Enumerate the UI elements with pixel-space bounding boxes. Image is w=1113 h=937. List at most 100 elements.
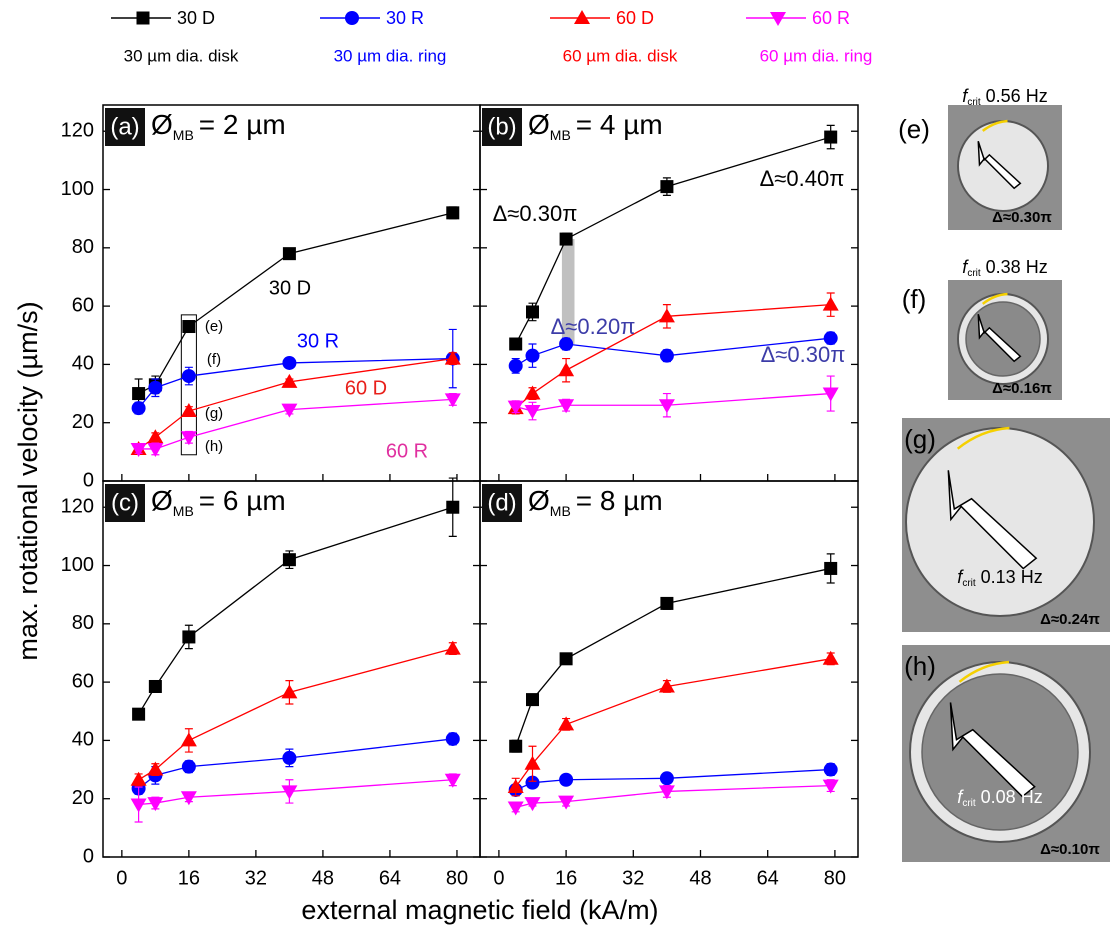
marker xyxy=(149,680,162,693)
annotation: 60 D xyxy=(345,377,387,399)
marker xyxy=(137,12,150,25)
marker xyxy=(660,771,674,785)
annotation: (e) xyxy=(205,318,223,335)
panel-title: ØMB = 2 µm xyxy=(151,109,286,142)
inset-delta: Δ≈0.24π xyxy=(1040,611,1100,628)
marker xyxy=(509,338,522,351)
marker xyxy=(824,562,837,575)
marker xyxy=(182,760,196,774)
panel-title-symbol: Ø xyxy=(528,109,550,140)
y-tick-label: 100 xyxy=(61,554,94,576)
marker xyxy=(560,233,573,246)
legend-description: 60 µm dia. ring xyxy=(760,46,873,65)
inset-label: (e) xyxy=(898,114,930,144)
marker xyxy=(559,337,573,351)
marker xyxy=(660,597,673,610)
y-tick-label: 20 xyxy=(72,411,94,433)
marker xyxy=(147,443,163,457)
legend-label: 60 R xyxy=(812,8,850,28)
marker xyxy=(181,732,197,746)
panel-title-subscript: MB xyxy=(173,127,194,143)
annotation: (f) xyxy=(207,351,221,368)
panel-title-symbol: Ø xyxy=(151,109,173,140)
marker xyxy=(182,630,195,643)
x-tick-label: 32 xyxy=(245,867,267,889)
inset-frequency-value: 0.08 Hz xyxy=(981,787,1043,807)
marker xyxy=(148,381,162,395)
y-tick-label: 40 xyxy=(72,353,94,375)
marker xyxy=(660,349,674,363)
marker xyxy=(508,801,524,815)
inset-frequency: fcrit0.38 Hz xyxy=(962,257,1047,279)
inset-label: (g) xyxy=(904,424,936,454)
legend-description: 60 µm dia. disk xyxy=(563,46,678,65)
panel-label: (a) xyxy=(110,113,139,140)
marker xyxy=(147,762,163,776)
panel-title-subscript: MB xyxy=(550,127,571,143)
marker xyxy=(526,305,539,318)
inset-frequency-value: 0.13 Hz xyxy=(981,567,1043,587)
marker xyxy=(182,369,196,383)
marker xyxy=(446,206,459,219)
legend-label: 30 R xyxy=(386,8,424,28)
panel-title: ØMB= 8 µm xyxy=(528,485,663,518)
panel-title-symbol: Ø xyxy=(151,485,173,516)
marker xyxy=(660,180,673,193)
legend-description: 30 µm dia. ring xyxy=(334,46,447,65)
panel-title-symbol: Ø xyxy=(528,485,550,516)
annotation: 30 R xyxy=(297,330,339,352)
marker xyxy=(509,740,522,753)
annotation: Δ≈0.30π xyxy=(761,342,846,367)
marker xyxy=(181,431,197,445)
page: max. rotational velocity (µm/s) external… xyxy=(0,0,1113,937)
x-tick-label: 80 xyxy=(824,867,846,889)
marker xyxy=(132,387,145,400)
x-tick-label: 48 xyxy=(312,867,334,889)
marker xyxy=(345,11,359,25)
x-tick-label: 80 xyxy=(446,867,468,889)
marker xyxy=(446,501,459,514)
panel-title-rest: = 8 µm xyxy=(576,485,663,516)
marker xyxy=(823,651,839,665)
marker xyxy=(560,652,573,665)
marker xyxy=(558,362,574,376)
x-tick-label: 48 xyxy=(689,867,711,889)
marker xyxy=(182,320,195,333)
particle xyxy=(906,428,1094,616)
annotation: Δ≈0.30π xyxy=(493,201,578,226)
panel-title-rest: = 2 µm xyxy=(199,109,286,140)
inset-frequency-subscript: crit xyxy=(962,578,976,589)
particle xyxy=(958,121,1048,211)
marker xyxy=(509,359,523,373)
inset-label: (h) xyxy=(904,651,936,681)
marker xyxy=(282,751,296,765)
panel-title: ØMB= 4 µm xyxy=(528,109,663,142)
marker xyxy=(824,763,838,777)
panel-label: (c) xyxy=(111,489,139,516)
y-tick-label: 120 xyxy=(61,120,94,142)
marker xyxy=(558,716,574,730)
x-tick-label: 64 xyxy=(757,867,779,889)
marker xyxy=(445,641,461,655)
figure: max. rotational velocity (µm/s) external… xyxy=(0,0,1113,937)
y-tick-label: 80 xyxy=(72,236,94,258)
marker xyxy=(824,131,837,144)
y-tick-label: 120 xyxy=(61,496,94,518)
x-tick-label: 16 xyxy=(555,867,577,889)
panel-label: (b) xyxy=(487,113,516,140)
annotation: Δ≈0.20π xyxy=(551,314,636,339)
marker xyxy=(823,297,839,311)
x-tick-label: 32 xyxy=(622,867,644,889)
inset-delta: Δ≈0.10π xyxy=(1040,841,1100,858)
legend-description: 30 µm dia. disk xyxy=(124,46,239,65)
inset-frequency-subscript: crit xyxy=(967,268,981,279)
annotation: (g) xyxy=(205,405,223,422)
x-tick-label: 0 xyxy=(493,867,504,889)
x-tick-label: 64 xyxy=(379,867,401,889)
inset-delta: Δ≈0.16π xyxy=(992,380,1052,397)
y-tick-label: 100 xyxy=(61,178,94,200)
particle-core xyxy=(966,302,1040,376)
inset-frequency-subscript: crit xyxy=(967,97,981,108)
y-tick-label: 0 xyxy=(83,469,94,491)
series-line xyxy=(139,507,453,714)
